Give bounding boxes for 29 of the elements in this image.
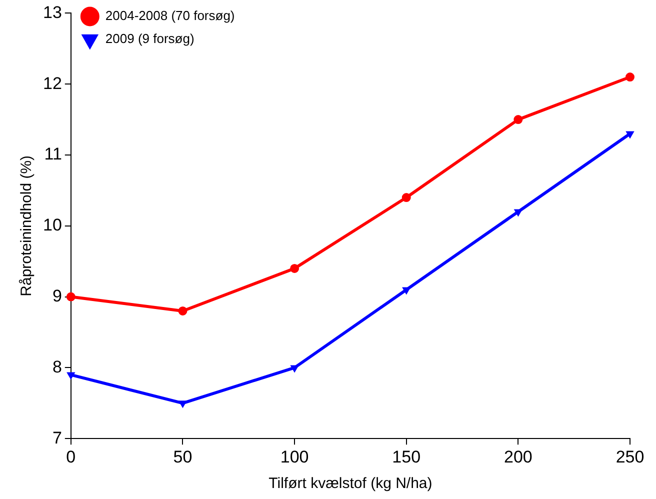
x-tick-label: 200 [504, 447, 532, 466]
x-tick-label: 150 [392, 447, 421, 466]
x-tick-label: 0 [66, 447, 76, 466]
y-tick-label: 11 [44, 144, 62, 164]
point [178, 400, 187, 408]
x-tick-label: 50 [173, 447, 192, 466]
point [402, 287, 410, 294]
y-axis-title: Råproteinindhold (%) [18, 155, 36, 296]
y-tick-label: 10 [42, 216, 62, 235]
point [178, 306, 188, 316]
x-axis-title: Tilført kvælstof (kg N/ha) [268, 475, 432, 492]
point [514, 209, 522, 216]
x-tick-label: 100 [280, 447, 309, 466]
point [626, 131, 634, 138]
point [66, 292, 76, 302]
point [290, 264, 300, 273]
y-tick-label: 8 [52, 357, 62, 376]
point [514, 115, 523, 124]
point [66, 372, 75, 380]
point [626, 72, 634, 82]
point [402, 193, 411, 202]
y-tick-label: 9 [52, 286, 62, 306]
legend-label: 2009 (9 forsøg) [105, 31, 194, 46]
legend-label: 2004-2008 (70 forsøg) [105, 8, 235, 24]
y-tick-label: 13 [42, 2, 62, 22]
point [290, 365, 299, 372]
y-tick-label: 7 [52, 428, 62, 448]
y-tick-label: 12 [42, 74, 62, 93]
x-tick-label: 250 [616, 447, 644, 466]
